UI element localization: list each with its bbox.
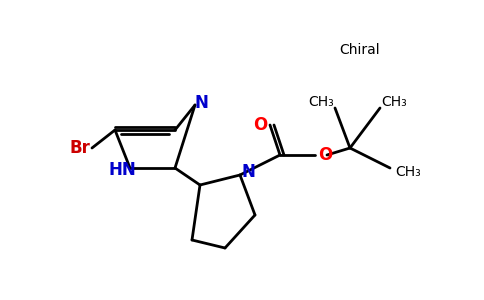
Text: CH₃: CH₃: [395, 165, 421, 179]
Text: Chiral: Chiral: [340, 43, 380, 57]
Text: O: O: [253, 116, 267, 134]
Text: N: N: [194, 94, 208, 112]
Text: HN: HN: [108, 161, 136, 179]
Text: O: O: [318, 146, 332, 164]
Text: CH₃: CH₃: [308, 95, 334, 109]
Text: Br: Br: [70, 139, 91, 157]
Text: CH₃: CH₃: [381, 95, 407, 109]
Text: N: N: [241, 163, 255, 181]
